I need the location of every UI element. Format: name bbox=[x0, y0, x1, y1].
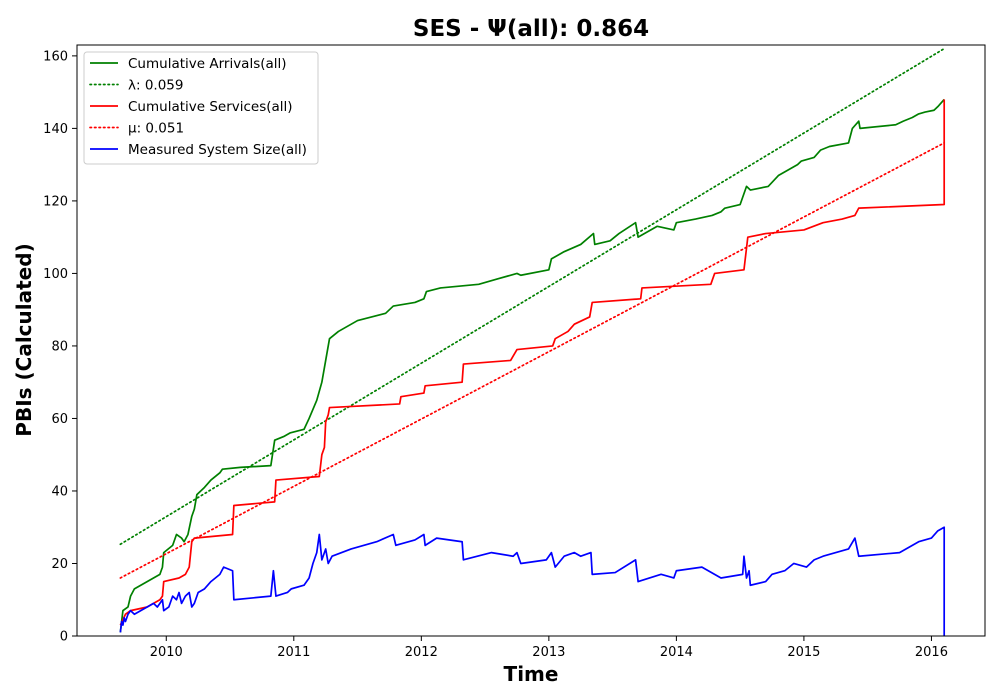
x-tick-label: 2013 bbox=[532, 645, 565, 660]
series-line-2 bbox=[119, 99, 946, 626]
legend-box bbox=[83, 51, 319, 165]
legend-label: μ: 0.051 bbox=[128, 121, 184, 137]
y-tick-label: 140 bbox=[43, 122, 68, 137]
y-axis: 0 20 40 60 80 100 120 140 160 bbox=[43, 49, 77, 645]
x-axis-title: Time bbox=[504, 662, 559, 686]
series-line-4 bbox=[119, 526, 946, 636]
series-line-0 bbox=[119, 98, 945, 633]
y-tick-label: 80 bbox=[51, 339, 68, 354]
legend-label: λ: 0.059 bbox=[128, 78, 183, 94]
legend-label: Cumulative Arrivals(all) bbox=[128, 56, 287, 72]
series-line-1 bbox=[119, 47, 946, 546]
plot-frame bbox=[76, 44, 986, 637]
x-tick-label: 2016 bbox=[915, 645, 948, 660]
x-tick-label: 2012 bbox=[405, 645, 438, 660]
y-tick-label: 0 bbox=[60, 630, 68, 645]
series-layer bbox=[119, 47, 946, 636]
x-axis: 2010 2011 2012 2013 2014 2015 2016 bbox=[150, 636, 948, 660]
y-tick-label: 20 bbox=[51, 557, 68, 572]
chart-title: SES - Ψ(all): 0.864 bbox=[413, 16, 649, 42]
x-tick-label: 2011 bbox=[277, 645, 310, 660]
legend: Cumulative Arrivals(all) λ: 0.059 Cumulati… bbox=[83, 51, 319, 165]
legend-label: Cumulative Services(all) bbox=[128, 99, 293, 115]
y-tick-label: 100 bbox=[43, 267, 68, 282]
x-tick-label: 2010 bbox=[150, 645, 183, 660]
series-line-3 bbox=[119, 142, 946, 579]
x-tick-label: 2015 bbox=[787, 645, 820, 660]
y-tick-label: 120 bbox=[43, 194, 68, 209]
legend-label: Measured System Size(all) bbox=[128, 142, 307, 158]
y-tick-label: 60 bbox=[51, 412, 68, 427]
y-tick-label: 40 bbox=[51, 484, 68, 499]
x-tick-label: 2014 bbox=[660, 645, 693, 660]
y-tick-label: 160 bbox=[43, 49, 68, 64]
y-axis-title: PBIs (Calculated) bbox=[12, 243, 36, 436]
